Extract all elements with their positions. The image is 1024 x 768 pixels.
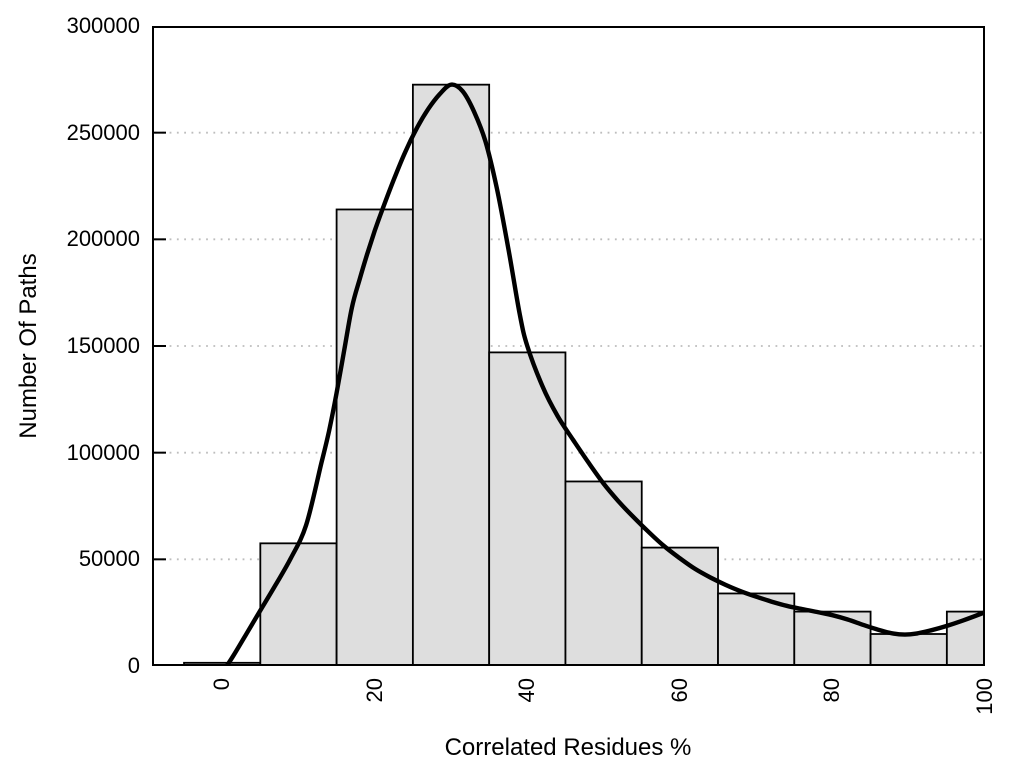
x-axis-title: Correlated Residues % bbox=[444, 734, 692, 761]
histogram-bar bbox=[793, 610, 872, 666]
x-tick-label: 60 bbox=[666, 678, 692, 703]
y-tick-label: 300000 bbox=[66, 13, 140, 38]
x-tick-label: 100 bbox=[972, 678, 997, 715]
histogram-bar bbox=[259, 542, 338, 666]
histogram-bar bbox=[335, 208, 414, 666]
y-tick-label: 150000 bbox=[66, 333, 140, 358]
histogram-bar bbox=[640, 546, 719, 666]
plot-border bbox=[152, 26, 985, 666]
y-tick-label: 0 bbox=[127, 653, 140, 678]
x-tick-label: 80 bbox=[819, 678, 845, 703]
y-tick-label: 200000 bbox=[66, 226, 140, 252]
density-curve bbox=[224, 82, 985, 666]
y-tick-label: 250000 bbox=[66, 119, 140, 145]
x-tick-label: 40 bbox=[514, 678, 540, 703]
y-tick-label: 50000 bbox=[78, 546, 140, 572]
y-axis-title: Number Of Paths bbox=[15, 253, 42, 439]
histogram-bar bbox=[869, 633, 948, 666]
x-tick-label: 20 bbox=[361, 678, 387, 703]
plot-area bbox=[152, 26, 985, 666]
x-tick-label: 0 bbox=[209, 678, 235, 691]
histogram-bar bbox=[411, 83, 491, 666]
histogram-bar bbox=[564, 480, 643, 666]
y-tick-label: 100000 bbox=[66, 439, 140, 465]
histogram-bar bbox=[488, 351, 567, 666]
chart-canvas bbox=[152, 26, 985, 666]
